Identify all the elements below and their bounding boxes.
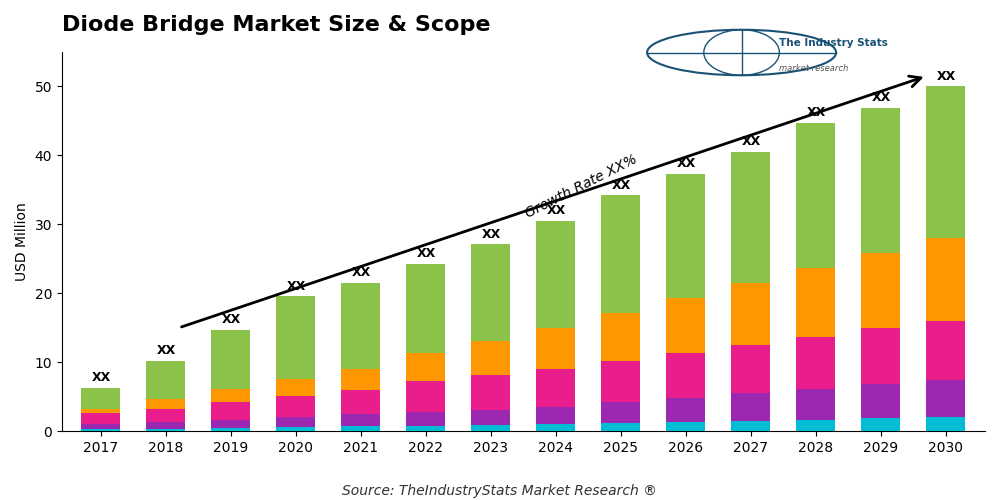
Bar [406, 426, 445, 432]
Bar [536, 221, 575, 328]
Text: XX: XX [286, 280, 306, 292]
Bar [211, 388, 250, 402]
Bar [146, 361, 185, 399]
Bar [276, 396, 315, 417]
Bar [601, 312, 640, 361]
Bar [666, 398, 705, 422]
Bar [471, 341, 510, 376]
Bar [211, 402, 250, 419]
Bar [861, 418, 900, 432]
Bar [926, 418, 965, 432]
Bar [81, 388, 120, 408]
Bar [601, 402, 640, 423]
Bar [926, 380, 965, 418]
Bar [211, 428, 250, 432]
Text: XX: XX [741, 136, 761, 148]
Bar [796, 388, 835, 420]
Bar [341, 283, 380, 369]
Text: XX: XX [806, 106, 826, 120]
Y-axis label: USD Million: USD Million [15, 202, 29, 281]
Bar [861, 108, 900, 253]
Bar [81, 408, 120, 414]
Bar [211, 330, 250, 388]
Text: XX: XX [936, 70, 956, 83]
Text: Growth Rate XX%: Growth Rate XX% [523, 152, 640, 220]
Bar [276, 417, 315, 427]
Bar [601, 361, 640, 403]
Bar [861, 252, 900, 328]
Bar [211, 420, 250, 428]
Bar [471, 244, 510, 341]
Bar [146, 422, 185, 428]
Bar [731, 421, 770, 432]
Text: XX: XX [91, 372, 111, 384]
Bar [406, 354, 445, 381]
Bar [536, 424, 575, 432]
Text: The Industry Stats: The Industry Stats [779, 38, 888, 48]
Text: XX: XX [221, 314, 241, 326]
Bar [601, 423, 640, 432]
Bar [926, 321, 965, 380]
Text: Diode Bridge Market Size & Scope: Diode Bridge Market Size & Scope [62, 15, 490, 35]
Bar [471, 425, 510, 432]
Bar [406, 264, 445, 354]
Bar [406, 381, 445, 412]
Text: XX: XX [416, 247, 436, 260]
Bar [341, 369, 380, 390]
Bar [341, 426, 380, 432]
Bar [276, 427, 315, 432]
Bar [666, 354, 705, 398]
Bar [926, 86, 965, 238]
Bar [146, 428, 185, 432]
Bar [666, 174, 705, 298]
Text: XX: XX [351, 266, 371, 280]
Bar [536, 369, 575, 407]
Bar [341, 414, 380, 426]
Bar [731, 283, 770, 345]
Bar [81, 429, 120, 432]
Bar [861, 328, 900, 384]
Bar [731, 394, 770, 421]
Bar [666, 422, 705, 432]
Bar [601, 196, 640, 312]
Bar [146, 409, 185, 422]
Text: XX: XX [546, 204, 566, 218]
Text: XX: XX [676, 158, 696, 170]
Bar [536, 407, 575, 424]
Bar [796, 420, 835, 432]
Bar [341, 390, 380, 414]
Bar [861, 384, 900, 418]
Bar [796, 268, 835, 337]
Bar [146, 399, 185, 409]
Bar [471, 410, 510, 425]
Bar [796, 123, 835, 268]
Bar [81, 414, 120, 424]
Text: market research: market research [779, 64, 849, 73]
Bar [666, 298, 705, 354]
Text: XX: XX [156, 344, 176, 358]
Bar [81, 424, 120, 429]
Bar [276, 296, 315, 379]
Text: XX: XX [481, 228, 501, 241]
Bar [796, 337, 835, 388]
Text: XX: XX [871, 92, 891, 104]
Bar [731, 345, 770, 394]
Bar [731, 152, 770, 283]
Text: XX: XX [611, 179, 631, 192]
Bar [276, 379, 315, 396]
Text: Source: TheIndustryStats Market Research ®: Source: TheIndustryStats Market Research… [342, 484, 658, 498]
Bar [926, 238, 965, 321]
Bar [471, 376, 510, 410]
Bar [406, 412, 445, 426]
Bar [536, 328, 575, 369]
